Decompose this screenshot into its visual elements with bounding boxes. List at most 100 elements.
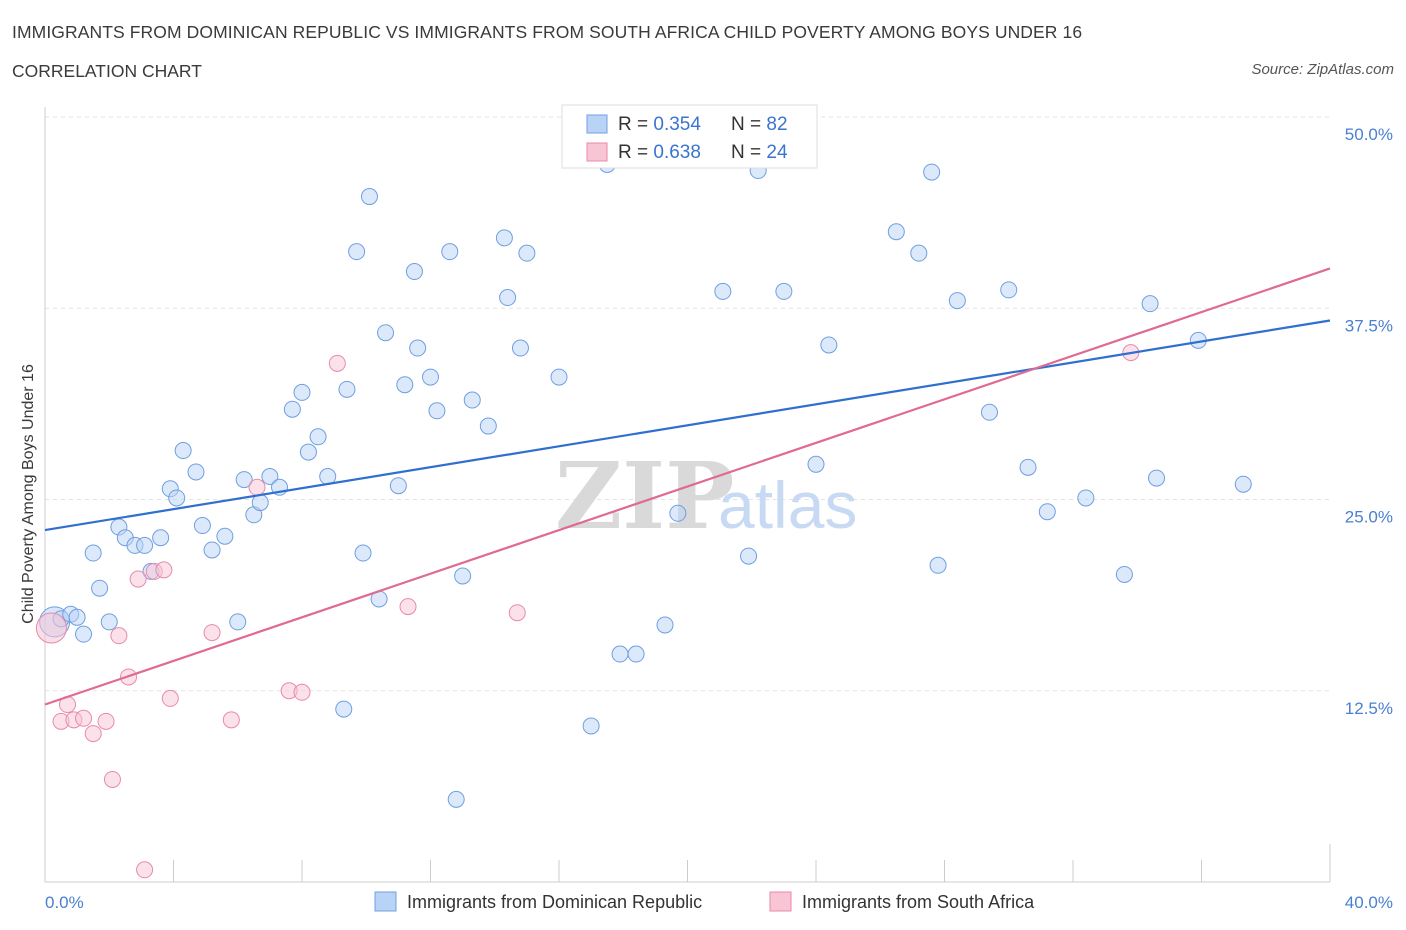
- stats-n-label-1: N =: [731, 142, 766, 163]
- series-0-point-11: [136, 536, 154, 554]
- series-0-point-44: [428, 402, 446, 420]
- axes: [44, 107, 1331, 883]
- trend-line-0: [44, 319, 1331, 532]
- series-1-point-8: [110, 627, 128, 645]
- series-0-point-58: [627, 645, 645, 663]
- chart-source: Source: ZipAtlas.com: [1251, 61, 1394, 78]
- series-0-point-17: [187, 463, 205, 481]
- series-0: [39, 155, 1252, 808]
- series-0-point-6: [91, 579, 109, 597]
- series-0-point-4: [75, 625, 93, 643]
- series-0-point-29: [299, 443, 317, 461]
- series-0-point-46: [447, 790, 465, 808]
- series-0-point-30: [309, 428, 327, 446]
- series-0-point-57: [611, 645, 629, 663]
- series-0-point-19: [203, 541, 221, 559]
- series-0-point-53: [518, 244, 536, 262]
- series-0-point-47: [454, 567, 472, 585]
- grid-lines: [45, 116, 1330, 692]
- legend-label-0: Immigrants from Dominican Republic: [407, 892, 702, 912]
- stats-row-1: R = 0.638 N = 24: [618, 142, 788, 163]
- series-0-point-55: [582, 717, 600, 735]
- series-0-point-71: [948, 292, 966, 310]
- chart-subtitle: CORRELATION CHART: [12, 61, 202, 81]
- stats-r-value-1: 0.638: [653, 142, 701, 163]
- trend-layer: [44, 267, 1331, 706]
- stats-n-label-0: N =: [731, 114, 766, 135]
- series-0-point-13: [152, 529, 170, 547]
- series-0-point-81: [1234, 475, 1252, 493]
- series-0-point-59: [656, 616, 674, 634]
- series-0-point-70: [929, 556, 947, 574]
- stats-r-value-0: 0.354: [653, 114, 701, 135]
- stats-row-0: R = 0.354 N = 82: [618, 114, 788, 135]
- series-1-point-14: [161, 689, 179, 707]
- series-0-point-45: [441, 243, 459, 261]
- series-0-point-76: [1077, 489, 1095, 507]
- legend-swatch-1: [769, 891, 792, 912]
- series-0-point-51: [499, 289, 517, 307]
- series-0-point-62: [740, 547, 758, 565]
- series-0-point-33: [338, 380, 356, 398]
- series-1-point-10: [129, 570, 147, 588]
- series-0-point-18: [193, 517, 211, 535]
- series-0-point-15: [168, 489, 186, 507]
- series-0-point-77: [1115, 565, 1133, 583]
- stats-r-label-1: R =: [618, 142, 653, 163]
- series-0-point-64: [775, 282, 793, 300]
- series-1-point-7: [103, 770, 121, 788]
- y-axis-label: Child Poverty Among Boys Under 16: [20, 364, 37, 624]
- series-0-point-42: [409, 339, 427, 357]
- series-0-point-39: [389, 477, 407, 495]
- series-1-point-5: [84, 725, 102, 743]
- series-0-point-67: [887, 223, 905, 241]
- y-tick-labels: 12.5% 25.0% 37.5% 50.0%: [1345, 125, 1393, 718]
- series-0-point-36: [360, 188, 378, 206]
- series-0-point-52: [511, 339, 529, 357]
- series-1-point-17: [248, 478, 266, 496]
- series-0-point-34: [348, 243, 366, 261]
- series-0-point-74: [1019, 458, 1037, 476]
- legend-swatch-0: [374, 891, 397, 912]
- series-0-point-54: [550, 368, 568, 386]
- series-0-point-66: [820, 336, 838, 354]
- series-1-point-16: [222, 711, 240, 729]
- watermark: ZIP atlas: [555, 442, 857, 550]
- series-0-point-68: [910, 244, 928, 262]
- series-0-point-69: [923, 163, 941, 181]
- series-0-point-65: [807, 455, 825, 473]
- series-0-point-48: [463, 391, 481, 409]
- stats-n-value-1: 24: [766, 142, 788, 163]
- series-0-point-41: [405, 263, 423, 281]
- series-1-point-22: [508, 604, 526, 622]
- series-0-point-40: [396, 376, 414, 394]
- series-0-point-38: [377, 324, 395, 342]
- series-0-point-7: [100, 613, 118, 631]
- series-0-point-5: [84, 544, 102, 562]
- series-0-point-75: [1038, 503, 1056, 521]
- series-0-point-28: [293, 383, 311, 401]
- y-tick-label-2: 37.5%: [1345, 316, 1393, 335]
- series-0-point-78: [1141, 295, 1159, 313]
- series-0-point-25: [261, 468, 279, 486]
- series-0-point-27: [283, 400, 301, 418]
- series-0-point-72: [980, 403, 998, 421]
- x-tick-label-max: 40.0%: [1345, 893, 1393, 912]
- series-0-point-60: [669, 504, 687, 522]
- watermark-zip: ZIP: [555, 442, 734, 550]
- series-0-point-50: [495, 229, 513, 247]
- series-0-point-73: [1000, 281, 1018, 299]
- stats-r-label-0: R =: [618, 114, 653, 135]
- series-0-point-20: [216, 527, 234, 545]
- legend-label-1: Immigrants from South Africa: [802, 892, 1035, 912]
- series-0-point-3: [68, 608, 86, 626]
- x-tick-labels: 0.0% 40.0%: [45, 893, 1393, 912]
- series-0-point-79: [1148, 469, 1166, 487]
- series-0-point-22: [235, 471, 253, 489]
- series-1-point-20: [328, 354, 346, 372]
- y-tick-label-0: 12.5%: [1345, 699, 1393, 718]
- series-1-point-4: [75, 709, 93, 727]
- y-tick-label-3: 50.0%: [1345, 125, 1393, 144]
- series-1-point-15: [203, 624, 221, 642]
- y-tick-label-1: 25.0%: [1345, 508, 1393, 527]
